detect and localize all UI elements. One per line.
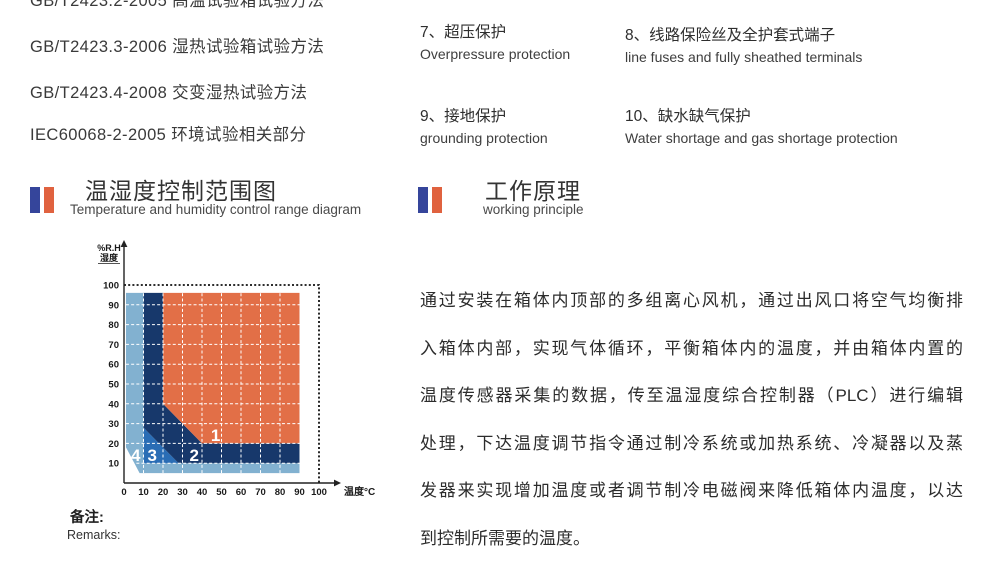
svg-text:60: 60	[236, 487, 247, 498]
section-subtitle: working principle	[483, 202, 584, 217]
svg-text:0: 0	[121, 487, 126, 498]
paragraph-line: 通过安装在箱体内顶部的多组离心风机，通过出风口将空气均衡排	[420, 286, 963, 334]
protection-title-en: Overpressure protection	[420, 46, 570, 62]
svg-text:80: 80	[275, 487, 286, 498]
paragraph-line: 处理，下达温度调节指令通过制冷系统或加热系统、冷凝器以及蒸	[420, 429, 963, 477]
svg-text:80: 80	[108, 320, 119, 331]
orange-bar-icon	[432, 187, 442, 213]
svg-text:1: 1	[211, 426, 220, 445]
svg-text:70: 70	[255, 487, 266, 498]
svg-text:40: 40	[108, 399, 119, 410]
section-title: 工作原理	[485, 172, 581, 206]
remarks-block: 备注: Remarks:	[70, 506, 120, 542]
protection-title-zh: 9、接地保护	[420, 104, 548, 126]
protection-title-en: Water shortage and gas shortage protecti…	[625, 130, 898, 146]
section-subtitle: Temperature and humidity control range d…	[70, 202, 361, 217]
chart-region-1	[163, 293, 300, 444]
svg-text:40: 40	[197, 487, 208, 498]
protection-item-8: 8、线路保险丝及全护套式端子 line fuses and fully shea…	[625, 23, 862, 65]
paragraph-line: 发器来实现增加温度或者调节制冷电磁阀来降低箱体内温度，以达	[420, 476, 963, 524]
svg-text:3: 3	[148, 446, 157, 465]
humidity-temperature-range-chart: 0 10 20 30 40 50 60 70 80 90 100 10 20 30 40 50 60 70 80 90…	[88, 236, 388, 506]
svg-text:2: 2	[189, 446, 198, 465]
svg-text:温度°C: 温度°C	[344, 485, 375, 498]
svg-text:70: 70	[108, 340, 119, 351]
protection-title-zh: 7、超压保护	[420, 20, 570, 42]
standard-item: IEC60068-2-2005 环境试验相关部分	[30, 121, 306, 145]
section-title: 温湿度控制范围图	[85, 172, 277, 206]
svg-text:100: 100	[103, 281, 119, 292]
protection-item-9: 9、接地保护 grounding protection	[420, 104, 548, 146]
protection-item-10: 10、缺水缺气保护 Water shortage and gas shortag…	[625, 104, 898, 146]
paragraph-line: 到控制所需要的温度。	[420, 524, 963, 571]
svg-text:4: 4	[131, 446, 141, 465]
svg-text:30: 30	[108, 419, 119, 430]
protection-title-zh: 10、缺水缺气保护	[625, 104, 898, 126]
svg-text:20: 20	[158, 487, 169, 498]
protection-item-7: 7、超压保护 Overpressure protection	[420, 20, 570, 62]
svg-text:20: 20	[108, 439, 119, 450]
svg-text:90: 90	[294, 487, 305, 498]
standard-item: GB/T2423.3-2006 湿热试验箱试验方法	[30, 33, 324, 57]
protection-title-en: line fuses and fully sheathed terminals	[625, 49, 862, 65]
svg-text:10: 10	[138, 487, 149, 498]
standard-item: GB/T2423.2-2005 高温试验箱试验方法	[30, 0, 324, 11]
svg-text:湿度: 湿度	[100, 252, 119, 263]
blue-bar-icon	[30, 187, 40, 213]
section-header-working-principle: 工作原理 working principle	[418, 174, 718, 224]
standard-item: GB/T2423.4-2008 交变湿热试验方法	[30, 79, 307, 103]
protection-title-en: grounding protection	[420, 130, 548, 146]
orange-bar-icon	[44, 187, 54, 213]
svg-text:60: 60	[108, 360, 119, 371]
paragraph-line: 入箱体内部，实现气体循环，平衡箱体内的温度，并由箱体内置的	[420, 334, 963, 382]
svg-text:50: 50	[108, 380, 119, 391]
flag-bars-icon	[30, 187, 54, 213]
svg-text:%R.H: %R.H	[97, 243, 121, 253]
svg-text:100: 100	[311, 487, 327, 498]
remarks-label-zh: 备注:	[70, 506, 120, 527]
svg-text:50: 50	[216, 487, 227, 498]
working-principle-text: 通过安装在箱体内顶部的多组离心风机，通过出风口将空气均衡排 入箱体内部，实现气体…	[420, 286, 963, 571]
svg-text:10: 10	[108, 459, 119, 470]
flag-bars-icon	[418, 187, 442, 213]
svg-text:30: 30	[177, 487, 188, 498]
svg-text:90: 90	[108, 300, 119, 311]
protection-title-zh: 8、线路保险丝及全护套式端子	[625, 23, 862, 45]
remarks-label-en: Remarks:	[67, 528, 120, 542]
section-header-range-diagram: 温湿度控制范围图 Temperature and humidity contro…	[30, 174, 410, 224]
paragraph-line: 温度传感器采集的数据，传至温湿度综合控制器（PLC）进行编辑	[420, 381, 963, 429]
blue-bar-icon	[418, 187, 428, 213]
